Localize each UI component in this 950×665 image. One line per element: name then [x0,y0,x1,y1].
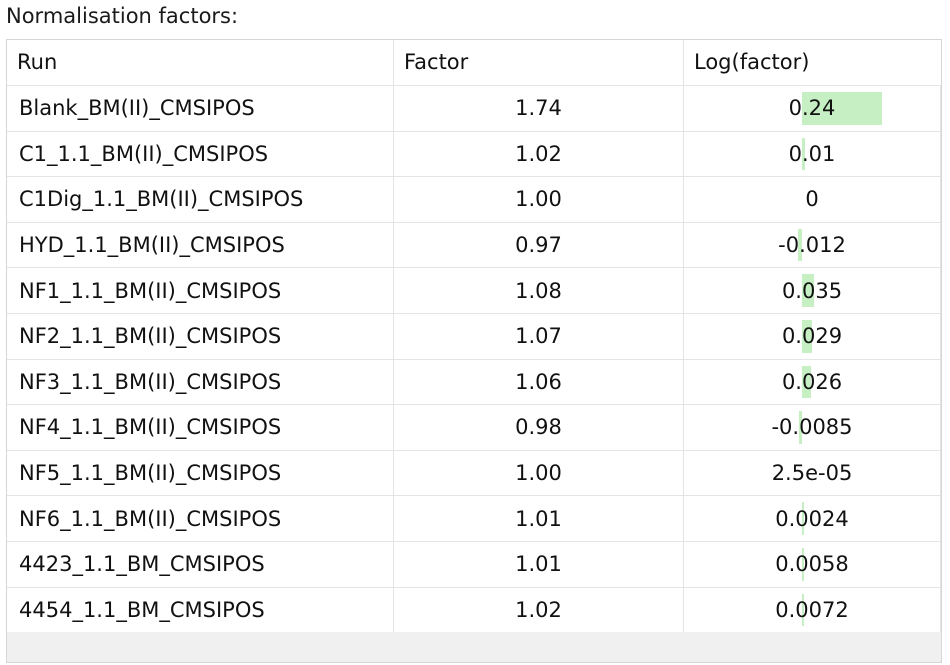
log-factor-cell: 0 [684,177,941,222]
run-cell: C1_1.1_BM(II)_CMSIPOS [7,131,394,177]
log-factor-cell: 0.24 [684,86,941,131]
log-factor-bar [799,411,802,444]
log-factor-bar [802,365,811,399]
log-factor-value: 0.0072 [775,597,849,622]
table-footer-strip [7,632,941,662]
run-cell: C1Dig_1.1_BM(II)_CMSIPOS [7,177,394,222]
table-row[interactable]: NF2_1.1_BM(II)_CMSIPOS 1.07 0.029 [7,313,941,360]
factor-cell: 0.98 [394,405,684,450]
table-row[interactable]: NF3_1.1_BM(II)_CMSIPOS 1.06 0.026 [7,359,941,406]
factor-cell: 1.74 [394,86,684,131]
run-cell: NF1_1.1_BM(II)_CMSIPOS [7,268,394,313]
log-factor-bar [802,92,883,125]
panel-heading: Normalisation factors: [6,4,239,28]
log-factor-cell: -0.012 [684,222,941,268]
table-row[interactable]: Blank_BM(II)_CMSIPOS 1.74 0.24 [7,86,941,132]
log-factor-value: 0.0058 [775,552,849,577]
log-factor-value: 0.0024 [775,506,849,531]
run-cell: NF5_1.1_BM(II)_CMSIPOS [7,450,394,496]
log-factor-cell: -0.0085 [684,405,941,450]
table-row[interactable]: 4423_1.1_BM_CMSIPOS 1.01 0.0058 [7,541,941,588]
run-cell: 4454_1.1_BM_CMSIPOS [7,587,394,633]
log-factor-bar [797,228,802,262]
factor-cell: 1.01 [394,541,684,587]
log-factor-cell: 0.0058 [684,541,941,587]
column-header-run[interactable]: Run [7,40,394,85]
log-factor-value: 0.029 [781,324,843,349]
log-factor-bar [802,274,814,307]
log-factor-cell: 0.0072 [684,587,941,633]
log-factor-bar [802,547,804,581]
log-factor-bar [802,137,806,171]
column-header-log-factor[interactable]: Log(factor) [694,50,810,74]
log-factor-value: 0.01 [788,141,836,166]
factor-cell: 1.00 [394,177,684,222]
factor-cell: 1.02 [394,131,684,177]
table-header: Run Factor Log(factor) [7,40,941,86]
table-body: Blank_BM(II)_CMSIPOS 1.74 0.24 C1_1.1_BM(II… [7,86,941,634]
log-factor-cell: 0.026 [684,359,941,405]
factor-cell: 1.08 [394,268,684,313]
table-row[interactable]: NF4_1.1_BM(II)_CMSIPOS 0.98 -0.0085 [7,405,941,451]
log-factor-value: 0.026 [781,369,843,394]
log-factor-value: 0 [805,187,819,212]
run-cell: 4423_1.1_BM_CMSIPOS [7,541,394,587]
log-factor-bar [802,319,812,353]
run-cell: Blank_BM(II)_CMSIPOS [7,86,394,131]
log-factor-cell: 0.029 [684,313,941,359]
column-header-factor[interactable]: Factor [394,40,684,85]
log-factor-cell: 2.5e-05 [684,450,941,496]
factor-cell: 1.02 [394,587,684,633]
table-grid: Run Factor Log(factor) Blank_BM(II)_CMSI… [7,40,941,634]
log-factor-bar [802,593,805,627]
run-cell: NF6_1.1_BM(II)_CMSIPOS [7,496,394,541]
run-cell: NF2_1.1_BM(II)_CMSIPOS [7,313,394,359]
table-row[interactable]: C1Dig_1.1_BM(II)_CMSIPOS 1.00 0 [7,177,941,223]
factor-cell: 1.07 [394,313,684,359]
log-factor-value: -0.012 [778,233,846,258]
table-row[interactable]: 4454_1.1_BM_CMSIPOS 1.02 0.0072 [7,587,941,634]
normalisation-table[interactable]: Run Factor Log(factor) Blank_BM(II)_CMSI… [6,39,942,663]
factor-cell: 1.00 [394,450,684,496]
log-factor-value: 2.5e-05 [771,461,853,486]
run-cell: NF4_1.1_BM(II)_CMSIPOS [7,405,394,450]
log-factor-value: 0.035 [781,278,843,303]
factor-cell: 1.01 [394,496,684,541]
log-factor-bar [802,502,804,535]
log-factor-value: 0.24 [788,96,836,121]
factor-cell: 0.97 [394,222,684,268]
table-row[interactable]: HYD_1.1_BM(II)_CMSIPOS 0.97 -0.012 [7,222,941,269]
log-factor-cell: 0.0024 [684,496,941,541]
table-row[interactable]: NF5_1.1_BM(II)_CMSIPOS 1.00 2.5e-05 [7,450,941,497]
table-row[interactable]: C1_1.1_BM(II)_CMSIPOS 1.02 0.01 [7,131,941,178]
run-cell: HYD_1.1_BM(II)_CMSIPOS [7,222,394,268]
log-factor-value: -0.0085 [771,415,853,440]
factor-cell: 1.06 [394,359,684,405]
log-factor-cell: 0.035 [684,268,941,313]
log-factor-cell: 0.01 [684,131,941,177]
table-row[interactable]: NF6_1.1_BM(II)_CMSIPOS 1.01 0.0024 [7,496,941,542]
run-cell: NF3_1.1_BM(II)_CMSIPOS [7,359,394,405]
table-row[interactable]: NF1_1.1_BM(II)_CMSIPOS 1.08 0.035 [7,268,941,314]
